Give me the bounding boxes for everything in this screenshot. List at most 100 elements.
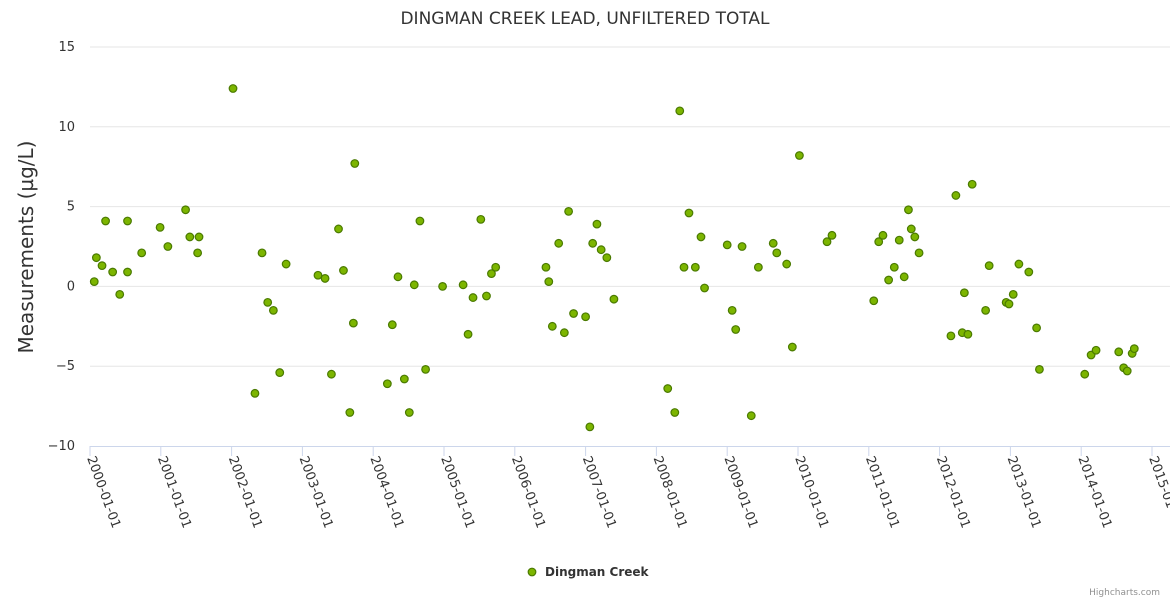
data-point[interactable] [894,235,904,245]
data-point[interactable] [185,232,195,242]
data-point[interactable] [795,151,804,160]
data-point[interactable] [675,106,685,116]
data-point[interactable] [753,262,763,272]
data-point[interactable] [1008,289,1018,299]
data-point[interactable] [963,329,973,339]
data-point[interactable] [101,216,110,226]
data-point[interactable] [910,232,920,242]
data-point[interactable] [822,237,832,247]
data-point[interactable] [382,379,392,389]
data-point[interactable] [415,216,425,226]
data-point[interactable] [263,297,273,307]
data-point[interactable] [609,294,619,304]
data-point[interactable] [727,305,737,315]
data-point[interactable] [458,280,468,290]
data-point[interactable] [670,408,680,417]
data-point[interactable] [541,262,551,272]
data-point[interactable] [268,305,278,315]
data-point[interactable] [746,411,756,421]
data-point[interactable] [194,232,204,242]
data-point[interactable] [700,283,709,293]
data-point[interactable] [544,277,554,287]
data-point[interactable] [468,293,478,302]
data-point[interactable] [564,206,574,216]
data-point[interactable] [463,329,473,339]
data-point[interactable] [884,275,894,285]
data-point[interactable] [602,253,612,263]
data-point[interactable] [581,312,590,322]
data-point[interactable] [339,266,348,275]
data-point[interactable] [387,320,397,330]
data-point[interactable] [946,331,956,341]
data-point[interactable] [914,248,924,258]
data-point[interactable] [1129,344,1139,354]
data-point[interactable] [348,318,358,328]
data-point[interactable] [772,248,782,258]
data-point[interactable] [257,248,267,258]
data-point[interactable] [1122,366,1132,376]
data-point[interactable] [547,321,557,331]
data-point[interactable] [155,222,165,232]
data-point[interactable] [123,267,132,277]
data-point[interactable] [89,277,99,287]
data-point[interactable] [250,388,260,398]
data-point[interactable] [585,422,595,432]
data-point[interactable] [1080,369,1090,379]
data-point[interactable] [163,242,173,251]
data-point[interactable] [827,230,837,240]
data-point[interactable] [690,262,700,272]
credits-link[interactable]: Highcharts.com [1089,588,1160,598]
data-point[interactable] [1024,267,1034,277]
data-point[interactable] [181,205,190,215]
data-point[interactable] [476,214,486,224]
data-point[interactable] [684,208,694,218]
data-point[interactable] [275,368,285,377]
data-point[interactable] [1035,364,1044,374]
data-point[interactable] [399,374,409,384]
data-point[interactable] [569,309,578,318]
data-point[interactable] [123,216,132,226]
data-point[interactable] [137,248,147,258]
data-point[interactable] [959,288,969,298]
data-point[interactable] [782,259,792,269]
data-point[interactable] [951,191,961,200]
data-point[interactable] [869,296,879,306]
data-point[interactable] [487,269,496,279]
data-point[interactable] [281,259,291,269]
data-point[interactable] [588,238,598,248]
data-point[interactable] [91,253,101,263]
data-point[interactable] [97,261,107,271]
data-point[interactable] [984,261,994,271]
data-point[interactable] [906,224,916,234]
data-point[interactable] [193,248,203,258]
data-point[interactable] [696,232,706,242]
data-point[interactable] [899,272,909,282]
data-point[interactable] [559,328,569,338]
data-point[interactable] [350,159,360,168]
data-point[interactable] [1091,345,1101,355]
data-point[interactable] [1032,323,1041,333]
data-point[interactable] [768,238,778,248]
data-point[interactable] [904,205,913,215]
data-point[interactable] [737,242,747,251]
legend[interactable]: Dingman Creek [527,565,650,579]
data-point[interactable] [108,267,118,277]
data-point[interactable] [327,369,336,379]
data-point[interactable] [320,274,330,283]
legend-item-dingman-creek[interactable]: Dingman Creek [545,565,650,579]
data-point[interactable] [313,270,323,280]
data-point[interactable] [421,364,430,374]
data-point[interactable] [967,179,977,189]
data-point[interactable] [1114,347,1124,357]
data-point[interactable] [596,245,606,255]
data-point[interactable] [393,272,403,282]
data-point[interactable] [878,230,888,240]
data-point[interactable] [981,305,991,315]
data-point[interactable] [334,224,343,234]
data-point[interactable] [1014,259,1024,269]
data-point[interactable] [554,238,564,248]
data-point[interactable] [228,84,238,93]
data-point[interactable] [345,408,355,417]
data-point[interactable] [115,289,125,299]
data-point[interactable] [438,282,447,291]
